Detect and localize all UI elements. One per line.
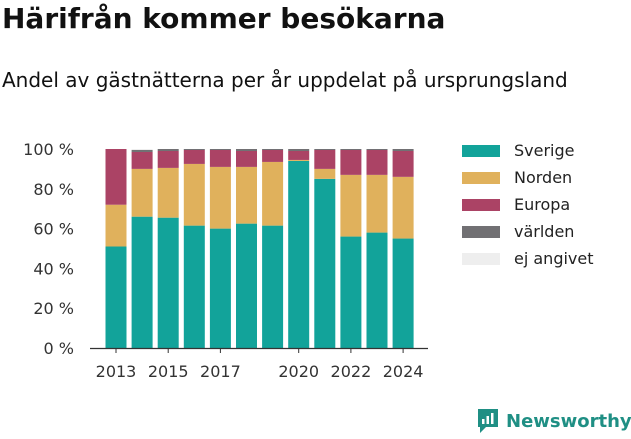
bar-segment-sverige bbox=[183, 225, 205, 348]
y-tick-label: 60 % bbox=[33, 220, 74, 239]
bar-segment-världen bbox=[288, 149, 310, 151]
y-tick-label: 40 % bbox=[33, 259, 74, 278]
x-axis: 2013 2015 2017 2020 2022 2024 bbox=[90, 347, 428, 381]
bar-segment-europa bbox=[131, 151, 153, 169]
bar-segment-europa bbox=[288, 150, 310, 160]
bar-segment-europa bbox=[262, 149, 284, 162]
bar-stacks bbox=[105, 149, 414, 348]
bar-segment-europa bbox=[366, 149, 388, 175]
legend-item: Norden bbox=[462, 164, 594, 191]
bar-segment-världen bbox=[236, 149, 257, 151]
legend-label: världen bbox=[514, 222, 575, 241]
bar-segment-europa bbox=[209, 149, 231, 167]
bar-segment-världen bbox=[314, 149, 336, 150]
brand-label: Newsworthy bbox=[506, 410, 631, 432]
legend-label: Norden bbox=[514, 168, 573, 187]
legend-swatch bbox=[462, 144, 500, 157]
bar-segment-sverige bbox=[105, 246, 127, 348]
legend-item: Sverige bbox=[462, 137, 594, 164]
bar-segment-världen bbox=[157, 149, 179, 151]
bar-segment-sverige bbox=[288, 160, 310, 348]
legend-swatch bbox=[462, 252, 500, 265]
bar-segment-europa bbox=[340, 149, 362, 175]
x-tick-label: 2013 bbox=[96, 362, 137, 381]
legend-swatch bbox=[462, 198, 500, 211]
bar-segment-sverige bbox=[131, 216, 153, 348]
bar-segment-norden bbox=[392, 176, 414, 239]
legend-swatch bbox=[462, 171, 500, 184]
bar-segment-norden bbox=[209, 166, 231, 229]
bar-segment-sverige bbox=[157, 217, 179, 348]
brand-logo: Newsworthy bbox=[476, 407, 631, 435]
legend-item: Europa bbox=[462, 191, 594, 218]
bar-segment-norden bbox=[340, 174, 362, 237]
bar-segment-sverige bbox=[392, 238, 414, 348]
legend-label: ej angivet bbox=[514, 249, 594, 268]
bar-segment-norden bbox=[131, 168, 153, 217]
bar-segment-världen bbox=[131, 149, 153, 152]
bar-segment-norden bbox=[157, 167, 179, 218]
x-tick-label: 2024 bbox=[383, 362, 424, 381]
bar-segment-norden bbox=[236, 166, 257, 224]
bar-segment-sverige bbox=[314, 178, 336, 348]
bar-segment-världen bbox=[366, 149, 388, 150]
newsworthy-logo-icon bbox=[478, 409, 498, 433]
bar-segment-europa bbox=[392, 150, 414, 177]
bar-segment-sverige bbox=[366, 232, 388, 348]
bar-segment-sverige bbox=[262, 225, 284, 348]
legend-label: Europa bbox=[514, 195, 571, 214]
bar-segment-norden bbox=[366, 174, 388, 233]
x-tick-label: 2015 bbox=[148, 362, 189, 381]
chart-title: Härifrån kommer besökarna bbox=[2, 2, 446, 35]
bar-segment-världen bbox=[262, 149, 284, 150]
bar-segment-europa bbox=[183, 149, 205, 164]
bar-segment-världen bbox=[183, 149, 205, 150]
y-tick-label: 0 % bbox=[44, 339, 74, 358]
bar-segment-norden bbox=[288, 159, 310, 161]
bar-segment-världen bbox=[209, 149, 231, 150]
legend-swatch bbox=[462, 225, 500, 238]
legend: Sverige Norden Europa världen ej angivet bbox=[462, 137, 594, 272]
legend-item: ej angivet bbox=[462, 245, 594, 272]
x-tick-label: 2022 bbox=[331, 362, 372, 381]
bar-segment-sverige bbox=[209, 228, 231, 348]
bar-segment-ej-angivet bbox=[131, 149, 153, 150]
x-tick-label: 2020 bbox=[278, 362, 319, 381]
x-tick-label: 2017 bbox=[200, 362, 241, 381]
bar-segment-världen bbox=[340, 149, 362, 150]
bar-segment-europa bbox=[157, 150, 179, 168]
bar-segment-norden bbox=[183, 163, 205, 226]
legend-item: världen bbox=[462, 218, 594, 245]
chart-subtitle: Andel av gästnätterna per år uppdelat på… bbox=[2, 68, 568, 92]
y-axis: 0 % 20 % 40 % 60 % 80 % 100 % bbox=[23, 140, 74, 358]
y-tick-label: 80 % bbox=[33, 180, 74, 199]
bar-segment-norden bbox=[262, 161, 284, 226]
bar-segment-sverige bbox=[340, 236, 362, 348]
bar-segment-världen bbox=[392, 149, 414, 151]
y-tick-label: 20 % bbox=[33, 299, 74, 318]
bar-segment-sverige bbox=[236, 223, 257, 348]
bar-segment-europa bbox=[105, 149, 127, 205]
y-tick-label: 100 % bbox=[23, 140, 74, 159]
legend-label: Sverige bbox=[514, 141, 575, 160]
bar-segment-norden bbox=[105, 204, 127, 247]
bar-segment-norden bbox=[314, 168, 336, 179]
bar-segment-europa bbox=[314, 149, 336, 169]
bar-segment-europa bbox=[236, 150, 257, 167]
